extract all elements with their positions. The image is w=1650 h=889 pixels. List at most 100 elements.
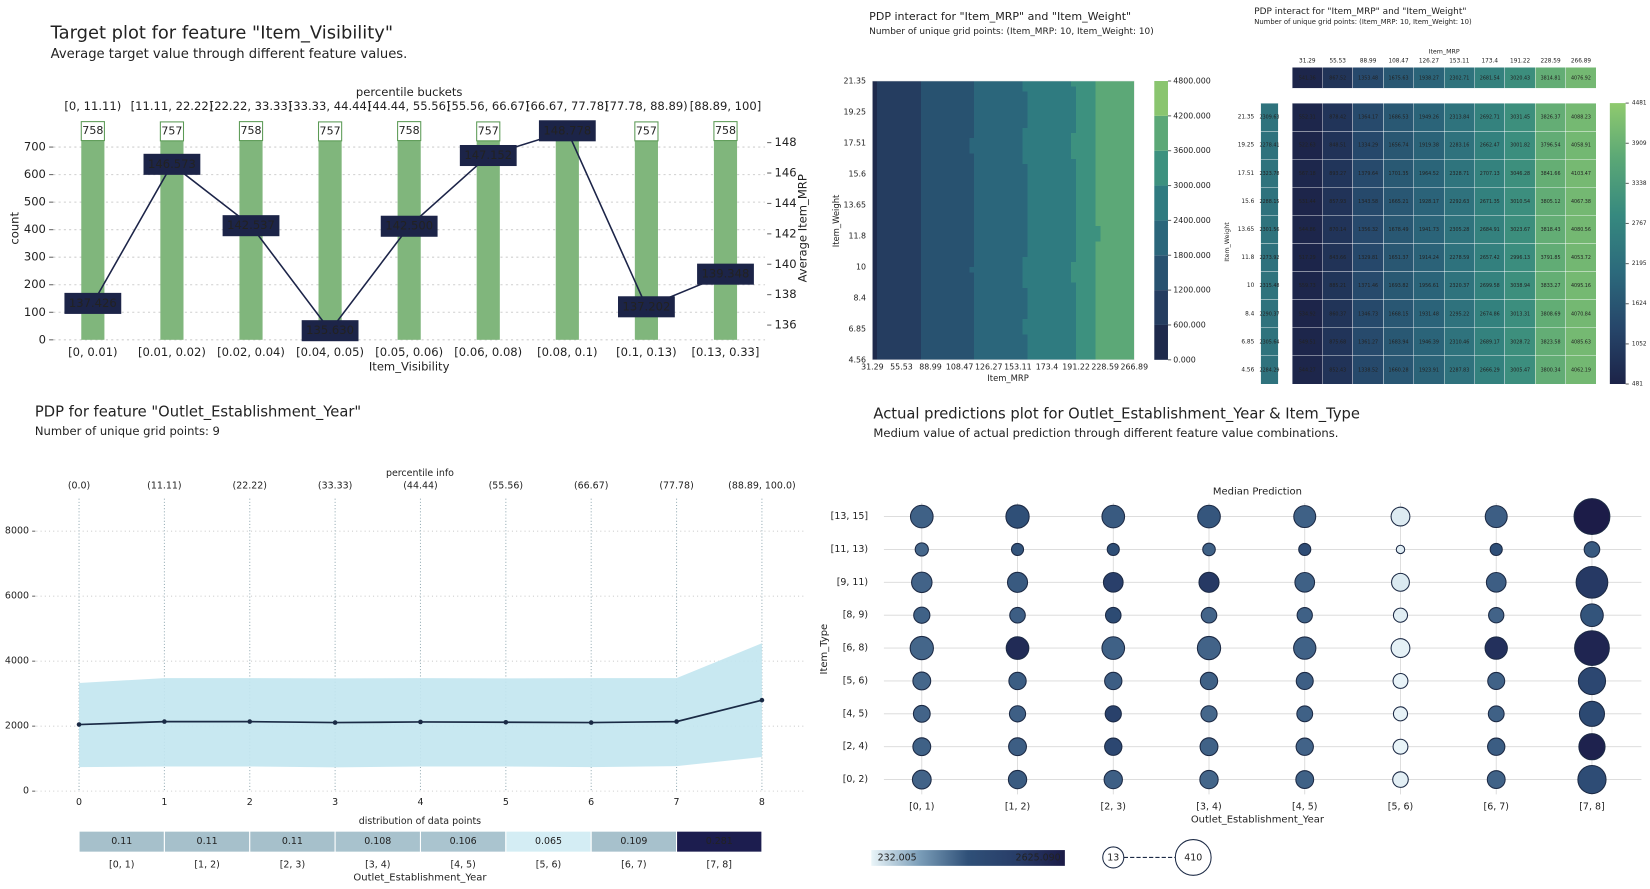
confidence-band — [79, 643, 762, 768]
top-tick-label: [44.44, 55.56) — [368, 99, 451, 113]
contour-cell — [983, 127, 990, 133]
contour-cell — [872, 184, 878, 190]
cell-label: 1356.32 — [1358, 227, 1378, 233]
contour-cell — [1017, 179, 1024, 185]
distribution-label: 0.11 — [111, 836, 132, 847]
contour-cell — [911, 86, 917, 92]
contour-cell — [1003, 272, 1009, 278]
cell-label: 2310.46 — [1449, 339, 1469, 345]
contour-cell — [954, 184, 960, 190]
cell-label: 1668.15 — [1389, 311, 1409, 317]
contour-cell — [1027, 354, 1033, 361]
contour-cell — [1037, 184, 1043, 190]
contour-cell — [925, 277, 931, 283]
contour-cell — [1095, 142, 1101, 149]
contour-cell — [1032, 189, 1038, 195]
contour-cell — [901, 111, 907, 118]
contour-cell — [1124, 256, 1130, 263]
contour-cell — [940, 106, 946, 113]
y-tick-label: 21.35 — [843, 77, 866, 86]
contour-cell — [925, 168, 931, 175]
contour-cell — [998, 313, 1004, 319]
contour-cell — [988, 153, 994, 159]
contour-cell — [1027, 117, 1033, 123]
contour-cell — [1037, 241, 1043, 247]
contour-cell — [1022, 303, 1028, 309]
contour-cell — [1071, 349, 1077, 355]
contour-cell — [969, 266, 975, 273]
contour-cell — [925, 86, 931, 92]
contour-cell — [911, 328, 917, 335]
contour-cell — [877, 127, 883, 133]
x-tick-label: 31.29 — [861, 363, 884, 372]
contour-cell — [1114, 101, 1121, 108]
contour-cell — [959, 122, 965, 128]
contour-cell — [1129, 354, 1135, 361]
contour-cell — [1090, 282, 1096, 288]
contour-cell — [916, 122, 922, 128]
contour-cell — [1119, 106, 1125, 113]
contour-cell — [1114, 142, 1121, 149]
contour-cell — [1056, 287, 1062, 294]
contour-cell — [1100, 225, 1106, 232]
contour-cell — [935, 81, 941, 87]
contour-cell — [901, 272, 907, 278]
contour-cell — [901, 127, 907, 133]
contour-cell — [1119, 261, 1125, 268]
contour-cell — [911, 230, 917, 237]
heatmap-cell — [1383, 243, 1414, 272]
contour-cell — [959, 101, 965, 108]
contour-cell — [872, 81, 878, 87]
contour-cell — [920, 194, 927, 201]
contour-cell — [882, 251, 888, 257]
contour-cell — [911, 282, 917, 288]
contour-cell — [1046, 189, 1053, 195]
contour-cell — [1105, 349, 1111, 355]
contour-cell — [1080, 297, 1087, 304]
cell-label: 2328.71 — [1449, 171, 1469, 177]
contour-cell — [969, 91, 975, 97]
contour-cell — [1008, 111, 1014, 118]
contour-cell — [1085, 137, 1091, 144]
contour-cell — [901, 277, 907, 283]
contour-cell — [1027, 215, 1033, 221]
contour-cell — [930, 220, 936, 226]
cell-label: 4076.92 — [1571, 75, 1591, 81]
contour-cell — [896, 303, 902, 309]
contour-cell — [1027, 137, 1033, 144]
contour-cell — [945, 333, 951, 340]
contour-cell — [1022, 91, 1028, 97]
contour-cell — [964, 81, 970, 87]
contour-cell — [1042, 168, 1048, 175]
contour-cell — [1046, 179, 1053, 185]
contour-cell — [969, 272, 975, 278]
contour-cell — [935, 137, 941, 144]
contour-cell — [1061, 137, 1067, 144]
contour-cell — [1066, 204, 1072, 211]
contour-cell — [906, 173, 912, 180]
contour-cell — [1071, 148, 1077, 154]
contour-cell — [1071, 344, 1077, 350]
contour-cell — [1061, 349, 1067, 355]
contour-cell — [1095, 354, 1101, 361]
contour-cell — [1066, 333, 1072, 340]
contour-cell — [916, 349, 922, 355]
contour-cell — [906, 328, 912, 335]
contour-cell — [891, 184, 897, 190]
contour-cell — [1046, 163, 1053, 170]
contour-cell — [896, 122, 902, 128]
contour-cell — [1013, 266, 1019, 273]
contour-cell — [925, 318, 931, 324]
contour-cell — [877, 179, 883, 185]
contour-cell — [1124, 272, 1130, 278]
contour-cell — [911, 251, 917, 257]
contour-cell — [1003, 96, 1009, 102]
contour-cell — [1110, 349, 1116, 355]
contour-cell — [1056, 292, 1062, 299]
contour-cell — [1110, 303, 1116, 309]
cell-label: 531.44 — [1299, 199, 1316, 205]
contour-cell — [954, 266, 960, 273]
contour-cell — [1008, 349, 1014, 355]
contour-cell — [1056, 168, 1062, 175]
contour-cell — [886, 127, 893, 133]
